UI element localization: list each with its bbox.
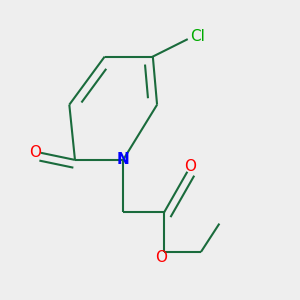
Text: Cl: Cl bbox=[190, 29, 205, 44]
Text: O: O bbox=[155, 250, 167, 265]
Text: O: O bbox=[184, 160, 196, 175]
Text: N: N bbox=[117, 152, 130, 167]
Text: O: O bbox=[29, 145, 41, 160]
